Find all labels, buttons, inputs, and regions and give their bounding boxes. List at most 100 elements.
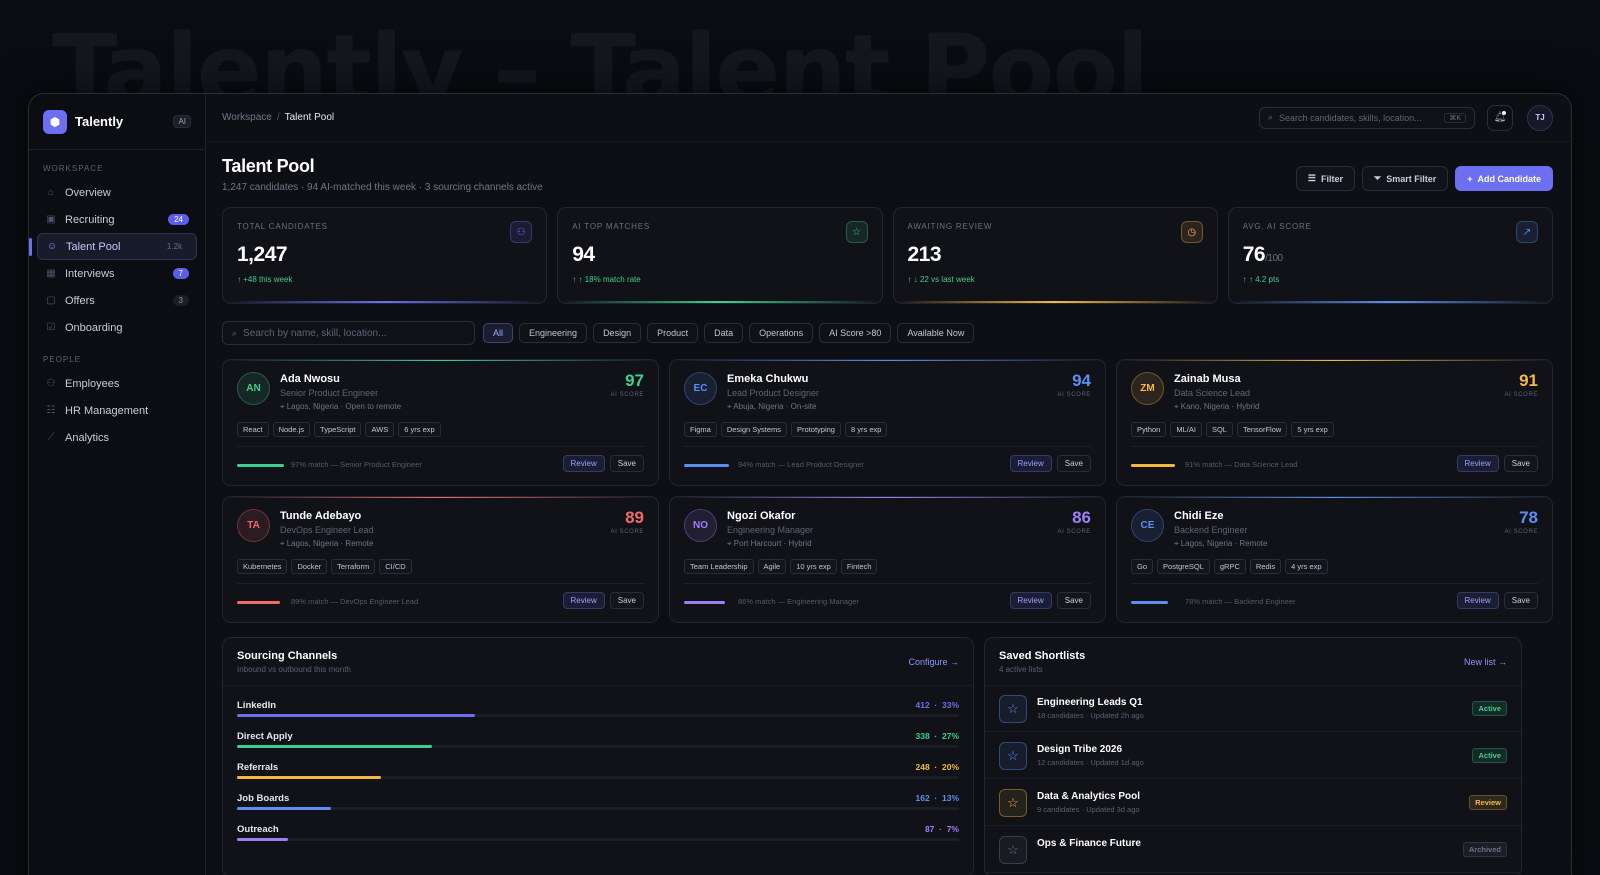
save-button[interactable]: Save	[1503, 592, 1538, 609]
sidebar-item-employees[interactable]: ⚇ Employees	[37, 370, 197, 397]
save-button[interactable]: Save	[1056, 592, 1091, 609]
sidebar-item-talent-pool[interactable]: ☺ Talent Pool 1.2k	[29, 233, 197, 260]
review-button[interactable]: Review	[562, 455, 605, 472]
candidate-card[interactable]: AN Ada Nwosu Senior Product Engineer ⌖ Lago…	[222, 359, 659, 486]
filter-chip-product[interactable]: Product	[647, 323, 699, 343]
skill-tag: 6 yrs exp	[398, 422, 441, 437]
review-button[interactable]: Review	[1456, 455, 1499, 472]
location-text: Abuja, Nigeria · On-site	[733, 402, 817, 411]
funnel-icon: ⏷	[1374, 173, 1382, 183]
clock-icon: ◷	[1180, 221, 1203, 243]
user-avatar[interactable]: TJ	[1527, 104, 1553, 131]
skill-tag: Fintech	[840, 559, 878, 574]
stat-accent-line	[223, 301, 547, 303]
filter-chip-design[interactable]: Design	[593, 323, 642, 343]
candidate-name[interactable]: Zainab Musa	[1174, 373, 1241, 385]
candidate-location: ⌖ Port Harcourt · Hybrid	[727, 539, 812, 549]
candidate-name[interactable]: Emeka Chukwu	[727, 373, 809, 385]
breadcrumb-workspace[interactable]: Workspace	[222, 112, 272, 123]
ai-score: 91	[1519, 371, 1538, 390]
ai-score: 94	[1072, 371, 1091, 390]
candidate-role: DevOps Engineer Lead	[280, 525, 374, 535]
status-badge: Active	[1472, 748, 1507, 763]
review-button[interactable]: Review	[562, 592, 605, 609]
shortlist-row[interactable]: ☆ Ops & Finance Future Archived	[985, 827, 1521, 873]
sidebar-item-hr-management[interactable]: ☷ HR Management	[37, 397, 197, 424]
global-search-input[interactable]	[1279, 112, 1445, 123]
candidate-card[interactable]: TA Tunde Adebayo DevOps Engineer Lead ⌖ Lag…	[222, 496, 659, 623]
candidate-card[interactable]: NO Ngozi Okafor Engineering Manager ⌖ Port …	[669, 496, 1106, 623]
save-button[interactable]: Save	[1503, 455, 1538, 472]
sidebar-item-interviews[interactable]: ▦ Interviews 7	[37, 260, 197, 287]
shortlist-row[interactable]: ☆ Engineering Leads Q1 18 candidates · Upd…	[985, 686, 1521, 732]
smart-filter-button[interactable]: ⏷ Smart Filter	[1362, 166, 1449, 191]
sidebar-item-onboarding[interactable]: ☑ Onboarding	[37, 314, 197, 341]
candidate-name[interactable]: Ngozi Okafor	[727, 510, 796, 522]
candidate-card[interactable]: EC Emeka Chukwu Lead Product Designer ⌖ Abu…	[669, 359, 1106, 486]
review-button[interactable]: Review	[1009, 592, 1052, 609]
stat-delta-text: 18% match rate	[584, 275, 641, 284]
shortlist-row[interactable]: ☆ Data & Analytics Pool 9 candidates · Upd…	[985, 780, 1521, 826]
candidate-location: ⌖ Lagos, Nigeria · Open to remote	[280, 402, 401, 412]
channel-stat: 338 · 27%	[916, 731, 959, 741]
global-search[interactable]: ⌕ ⌘K	[1259, 106, 1475, 129]
sidebar-item-label: Offers	[65, 294, 95, 307]
notifications-button[interactable]: 🔔︎	[1487, 104, 1513, 131]
candidate-search-input[interactable]	[243, 327, 465, 339]
star-icon: ☆	[845, 221, 868, 243]
candidate-card[interactable]: ZM Zainab Musa Data Science Lead ⌖ Kano, Ni…	[1116, 359, 1553, 486]
match-bar	[1131, 464, 1175, 467]
ai-score-label: AI SCORE	[1504, 392, 1538, 398]
save-button[interactable]: Save	[609, 455, 644, 472]
stat-delta: ↑ ↑ 4.2 pts	[1243, 275, 1538, 284]
sidebar-item-recruiting[interactable]: ▣ Recruiting 24	[37, 206, 197, 233]
filter-chip-data[interactable]: Data	[704, 323, 744, 343]
stat-label: TOTAL CANDIDATES	[237, 222, 328, 231]
review-button[interactable]: Review	[1456, 592, 1499, 609]
sidebar-item-overview[interactable]: ⌂ Overview	[37, 179, 197, 206]
filter-chip-operations[interactable]: Operations	[749, 323, 814, 343]
stat-delta-text: +48 this week	[243, 275, 293, 284]
filter-chip-available-now[interactable]: Available Now	[897, 323, 975, 343]
save-button[interactable]: Save	[609, 592, 644, 609]
add-candidate-button[interactable]: + Add Candidate	[1455, 166, 1553, 191]
skill-tag: TypeScript	[314, 422, 362, 437]
filter-chip-all[interactable]: All	[483, 323, 514, 343]
candidate-name[interactable]: Chidi Eze	[1174, 510, 1224, 522]
filter-chip-ai-score-80[interactable]: AI Score >80	[819, 323, 892, 343]
count-badge: 3	[172, 295, 189, 306]
sidebar-item-analytics[interactable]: ⟋ Analytics	[37, 424, 197, 451]
stat-card: AI TOP MATCHES ☆ 94 ↑ ↑ 18% match rate	[557, 207, 883, 304]
topbar: Workspace / Talent Pool ⌕ ⌘K 🔔︎ TJ	[207, 94, 1571, 142]
card-accent-line	[670, 360, 1105, 361]
ai-badge: AI	[173, 115, 191, 128]
new-list-link[interactable]: New list →	[1463, 657, 1507, 667]
review-button[interactable]: Review	[1009, 455, 1052, 472]
filter-row: ⌕ AllEngineeringDesignProductDataOperati…	[222, 321, 1553, 345]
filter-chip-engineering[interactable]: Engineering	[519, 323, 588, 343]
match-text: 91% match — Data Science Lead	[1185, 460, 1298, 469]
skill-tag: PostgreSQL	[1157, 559, 1210, 574]
candidate-search[interactable]: ⌕	[222, 321, 475, 345]
candidate-role: Lead Product Designer	[727, 388, 820, 398]
panel-title: Sourcing Channels	[237, 650, 338, 662]
filter-button[interactable]: ☰ Filter	[1295, 166, 1355, 191]
channel-label: Outreach	[237, 824, 279, 835]
stat-accent-line	[893, 301, 1217, 303]
candidate-name[interactable]: Tunde Adebayo	[280, 510, 362, 522]
card-actions: Review Save	[562, 455, 644, 472]
channel-count: 248	[915, 762, 930, 772]
skill-tag: Go	[1131, 559, 1154, 574]
separator-dot: ·	[929, 793, 942, 803]
shortlist-row[interactable]: ☆ Design Tribe 2026 12 candidates · Update…	[985, 733, 1521, 779]
brand: ⬢ Talently AI	[29, 94, 205, 150]
sidebar-item-offers[interactable]: ▢ Offers 3	[37, 287, 197, 314]
candidate-location: ⌖ Lagos, Nigeria · Remote	[280, 539, 373, 549]
stats-row: TOTAL CANDIDATES ⚇ 1,247 ↑ +48 this week AI …	[222, 207, 1553, 304]
configure-link[interactable]: Configure →	[908, 657, 959, 667]
channel-stat: 87 · 7%	[925, 824, 959, 834]
candidate-card[interactable]: CE Chidi Eze Backend Engineer ⌖ Lagos, Nige…	[1116, 496, 1553, 623]
channel-row: Outreach 87 · 7%	[237, 824, 959, 848]
candidate-name[interactable]: Ada Nwosu	[280, 373, 340, 385]
save-button[interactable]: Save	[1056, 455, 1091, 472]
